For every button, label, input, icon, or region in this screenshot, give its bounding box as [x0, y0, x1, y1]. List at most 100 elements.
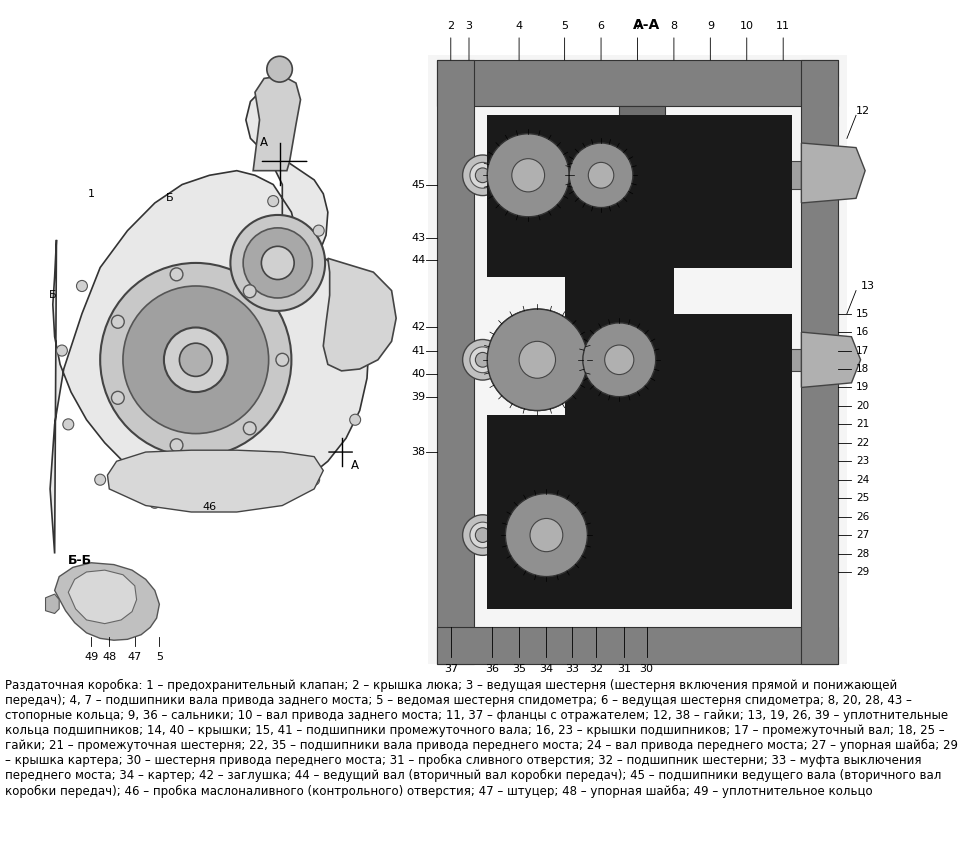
Circle shape: [475, 353, 490, 367]
Text: 20: 20: [856, 401, 869, 411]
Text: 15: 15: [856, 309, 870, 319]
Circle shape: [488, 133, 569, 217]
Text: 38: 38: [411, 447, 425, 457]
Text: 2: 2: [447, 21, 454, 31]
Circle shape: [475, 528, 490, 543]
Circle shape: [463, 339, 503, 380]
Circle shape: [95, 474, 106, 485]
Polygon shape: [428, 56, 847, 664]
Circle shape: [111, 316, 124, 328]
Text: 25: 25: [856, 493, 870, 503]
Circle shape: [469, 347, 495, 373]
Polygon shape: [473, 161, 802, 189]
Polygon shape: [802, 332, 860, 387]
Circle shape: [488, 309, 588, 410]
Circle shape: [505, 494, 588, 576]
Text: 46: 46: [203, 502, 217, 512]
Circle shape: [680, 522, 705, 548]
Circle shape: [268, 196, 278, 207]
Circle shape: [276, 354, 289, 366]
Circle shape: [672, 515, 712, 555]
Polygon shape: [45, 594, 60, 614]
Text: 13: 13: [860, 281, 875, 291]
Circle shape: [180, 344, 212, 376]
Text: 48: 48: [102, 652, 116, 662]
Text: Б-Б: Б-Б: [68, 555, 92, 567]
Text: 29: 29: [856, 567, 870, 577]
Circle shape: [170, 268, 183, 281]
Circle shape: [739, 353, 754, 367]
Text: 44: 44: [411, 255, 425, 265]
Circle shape: [244, 422, 256, 435]
Circle shape: [530, 518, 563, 552]
Text: 30: 30: [639, 664, 654, 674]
Circle shape: [530, 518, 563, 552]
Text: 11: 11: [777, 21, 790, 31]
Text: 22: 22: [856, 438, 870, 448]
Text: 32: 32: [589, 664, 604, 674]
Text: 21: 21: [856, 419, 870, 430]
Text: 9: 9: [707, 21, 714, 31]
Text: 49: 49: [84, 652, 98, 662]
Circle shape: [227, 500, 238, 511]
Polygon shape: [488, 116, 792, 609]
Polygon shape: [68, 571, 136, 624]
Circle shape: [727, 155, 767, 196]
Text: 34: 34: [540, 664, 554, 674]
Text: Б: Б: [165, 193, 173, 203]
Polygon shape: [324, 258, 396, 371]
Text: 5: 5: [156, 652, 163, 662]
Polygon shape: [55, 563, 159, 641]
Circle shape: [463, 155, 503, 196]
Text: 42: 42: [411, 322, 425, 333]
Text: 24: 24: [856, 474, 870, 484]
Polygon shape: [473, 526, 747, 544]
Text: 3: 3: [466, 21, 472, 31]
Text: 36: 36: [485, 664, 499, 674]
Circle shape: [349, 414, 361, 425]
Circle shape: [488, 309, 588, 410]
Circle shape: [100, 263, 292, 457]
Circle shape: [170, 439, 183, 452]
Text: Б: Б: [49, 290, 57, 300]
Circle shape: [583, 323, 656, 397]
Circle shape: [684, 528, 700, 543]
Circle shape: [727, 339, 767, 380]
Text: 40: 40: [411, 369, 425, 379]
Circle shape: [469, 522, 495, 548]
Circle shape: [77, 280, 87, 291]
Text: 7: 7: [634, 21, 641, 31]
Circle shape: [605, 345, 634, 375]
Text: 31: 31: [617, 664, 631, 674]
Circle shape: [463, 515, 503, 555]
Text: 43: 43: [411, 233, 425, 243]
Circle shape: [313, 225, 324, 236]
Text: А: А: [260, 137, 268, 149]
Text: 28: 28: [856, 549, 870, 559]
Polygon shape: [619, 106, 664, 369]
Text: А: А: [351, 459, 359, 473]
Circle shape: [244, 284, 256, 298]
Circle shape: [505, 494, 588, 576]
Circle shape: [519, 341, 556, 378]
Circle shape: [364, 340, 374, 351]
Text: Раздаточная коробка: 1 – предохранительный клапан; 2 – крышка люка; 3 – ведущая : Раздаточная коробка: 1 – предохранительн…: [5, 679, 957, 798]
Circle shape: [164, 327, 228, 392]
Text: 35: 35: [512, 664, 526, 674]
Polygon shape: [802, 60, 838, 664]
Text: А-А: А-А: [633, 19, 660, 32]
Text: 39: 39: [411, 392, 425, 402]
Circle shape: [469, 162, 495, 188]
Text: 23: 23: [856, 457, 870, 466]
Text: 37: 37: [444, 664, 458, 674]
Polygon shape: [253, 76, 300, 170]
Circle shape: [475, 168, 490, 182]
Circle shape: [588, 162, 613, 188]
Polygon shape: [437, 627, 838, 664]
Text: 45: 45: [411, 180, 425, 190]
Text: 33: 33: [564, 664, 579, 674]
Circle shape: [150, 497, 160, 508]
Circle shape: [243, 228, 312, 298]
Polygon shape: [473, 349, 802, 371]
Text: 47: 47: [128, 652, 142, 662]
